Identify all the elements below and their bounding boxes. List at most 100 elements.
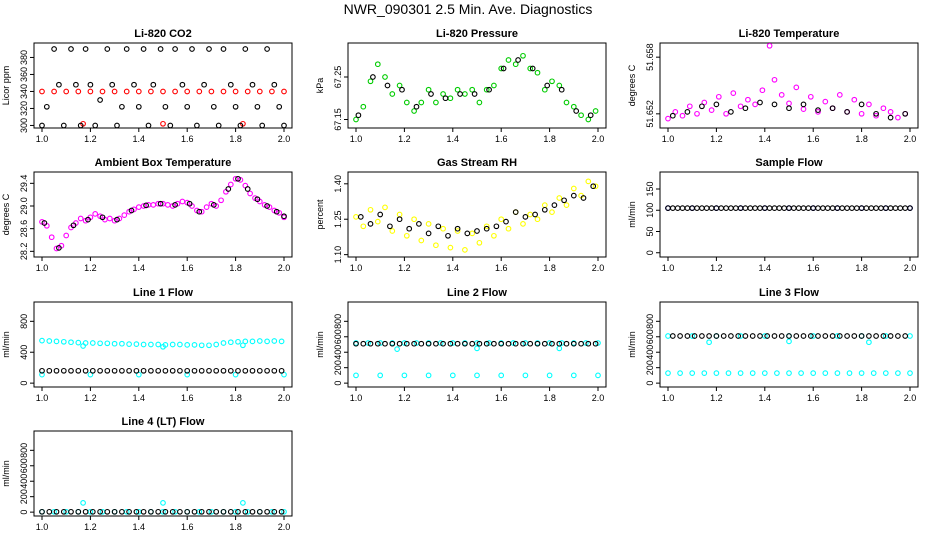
data-point <box>672 109 679 115</box>
data-point <box>271 338 278 344</box>
x-tick-label: 1.0 <box>662 393 675 403</box>
data-point <box>549 209 555 215</box>
data-point <box>227 81 234 88</box>
data-point <box>713 101 720 108</box>
data-point <box>140 341 147 348</box>
y-tick-label: 100 <box>645 203 655 218</box>
data-point <box>844 205 850 211</box>
data-point <box>206 46 212 52</box>
data-point <box>155 508 162 515</box>
data-point <box>114 122 120 129</box>
data-point <box>281 88 287 95</box>
data-point <box>46 508 53 515</box>
data-point <box>435 223 442 230</box>
data-point <box>92 211 99 217</box>
data-point <box>563 202 570 208</box>
data-point <box>902 110 909 117</box>
x-tick-label: 2.0 <box>592 263 605 273</box>
plot-frame <box>659 301 919 388</box>
data-point <box>445 232 451 239</box>
data-point <box>725 370 732 376</box>
data-point <box>887 205 894 211</box>
data-point <box>353 372 359 379</box>
data-point <box>469 340 476 347</box>
data-point <box>85 216 91 223</box>
data-point <box>907 370 913 376</box>
data-point <box>150 202 157 208</box>
x-tick-label: 1.8 <box>229 263 242 273</box>
data-point <box>206 342 212 349</box>
data-point <box>278 367 285 374</box>
data-point <box>60 367 67 374</box>
data-point <box>425 372 432 379</box>
chart-title: Li-820 CO2 <box>134 28 191 40</box>
data-point <box>143 202 149 209</box>
data-point <box>829 105 836 112</box>
data-point <box>126 341 132 347</box>
data-point <box>87 88 94 95</box>
data-point <box>256 508 263 515</box>
data-point <box>454 225 461 232</box>
data-point <box>822 370 829 376</box>
data-point <box>585 116 592 123</box>
data-point <box>534 340 541 347</box>
data-point <box>249 367 256 374</box>
data-point <box>527 340 534 347</box>
data-point <box>396 340 403 347</box>
plot-frame <box>659 42 919 129</box>
data-point <box>367 206 374 213</box>
data-point <box>706 339 712 346</box>
x-tick-label: 1.2 <box>84 393 97 403</box>
data-point <box>215 122 222 129</box>
data-point <box>360 103 367 110</box>
data-point <box>111 367 118 374</box>
data-point <box>752 205 758 211</box>
data-point <box>829 333 836 339</box>
chart-panel: Sample Flow 1.0 1.2 1.4 1.6 1.8 2.0 0 50 100 150 ml… <box>627 157 919 273</box>
data-point <box>109 81 116 88</box>
data-point <box>89 340 96 346</box>
data-point <box>728 109 734 115</box>
data-point <box>374 61 381 68</box>
data-point <box>389 228 396 234</box>
y-tick-label: 200 <box>645 360 655 375</box>
data-point <box>570 103 577 110</box>
data-point <box>53 338 60 345</box>
data-point <box>774 370 780 376</box>
data-point <box>150 81 157 88</box>
data-point <box>822 98 829 105</box>
data-point <box>689 370 696 376</box>
x-tick-label: 1.0 <box>36 522 49 532</box>
data-point <box>873 110 879 117</box>
data-point <box>425 230 432 237</box>
data-point <box>254 103 261 110</box>
data-point <box>256 88 263 95</box>
data-point <box>53 367 60 374</box>
x-tick-label: 1.0 <box>36 263 49 273</box>
data-point <box>106 215 113 222</box>
data-point <box>822 333 829 339</box>
y-tick-label: 800 <box>645 314 655 329</box>
data-point <box>75 367 82 374</box>
x-tick-label: 2.0 <box>904 393 917 403</box>
data-point <box>39 337 45 344</box>
data-point <box>573 108 580 114</box>
data-point <box>403 340 410 347</box>
data-point <box>41 220 48 226</box>
data-point <box>546 372 553 379</box>
data-point <box>433 242 439 249</box>
data-point <box>776 205 783 211</box>
data-point <box>396 82 403 89</box>
data-point <box>570 372 577 379</box>
plot-frame <box>33 42 293 129</box>
data-point <box>418 340 425 347</box>
data-point <box>505 57 512 63</box>
data-point <box>541 206 548 213</box>
chart-title: Line 1 Flow <box>133 287 193 299</box>
data-point <box>97 508 103 515</box>
data-point <box>264 367 270 374</box>
data-point <box>242 508 249 515</box>
data-point <box>474 345 480 352</box>
data-point <box>798 370 804 376</box>
data-point <box>227 339 234 346</box>
